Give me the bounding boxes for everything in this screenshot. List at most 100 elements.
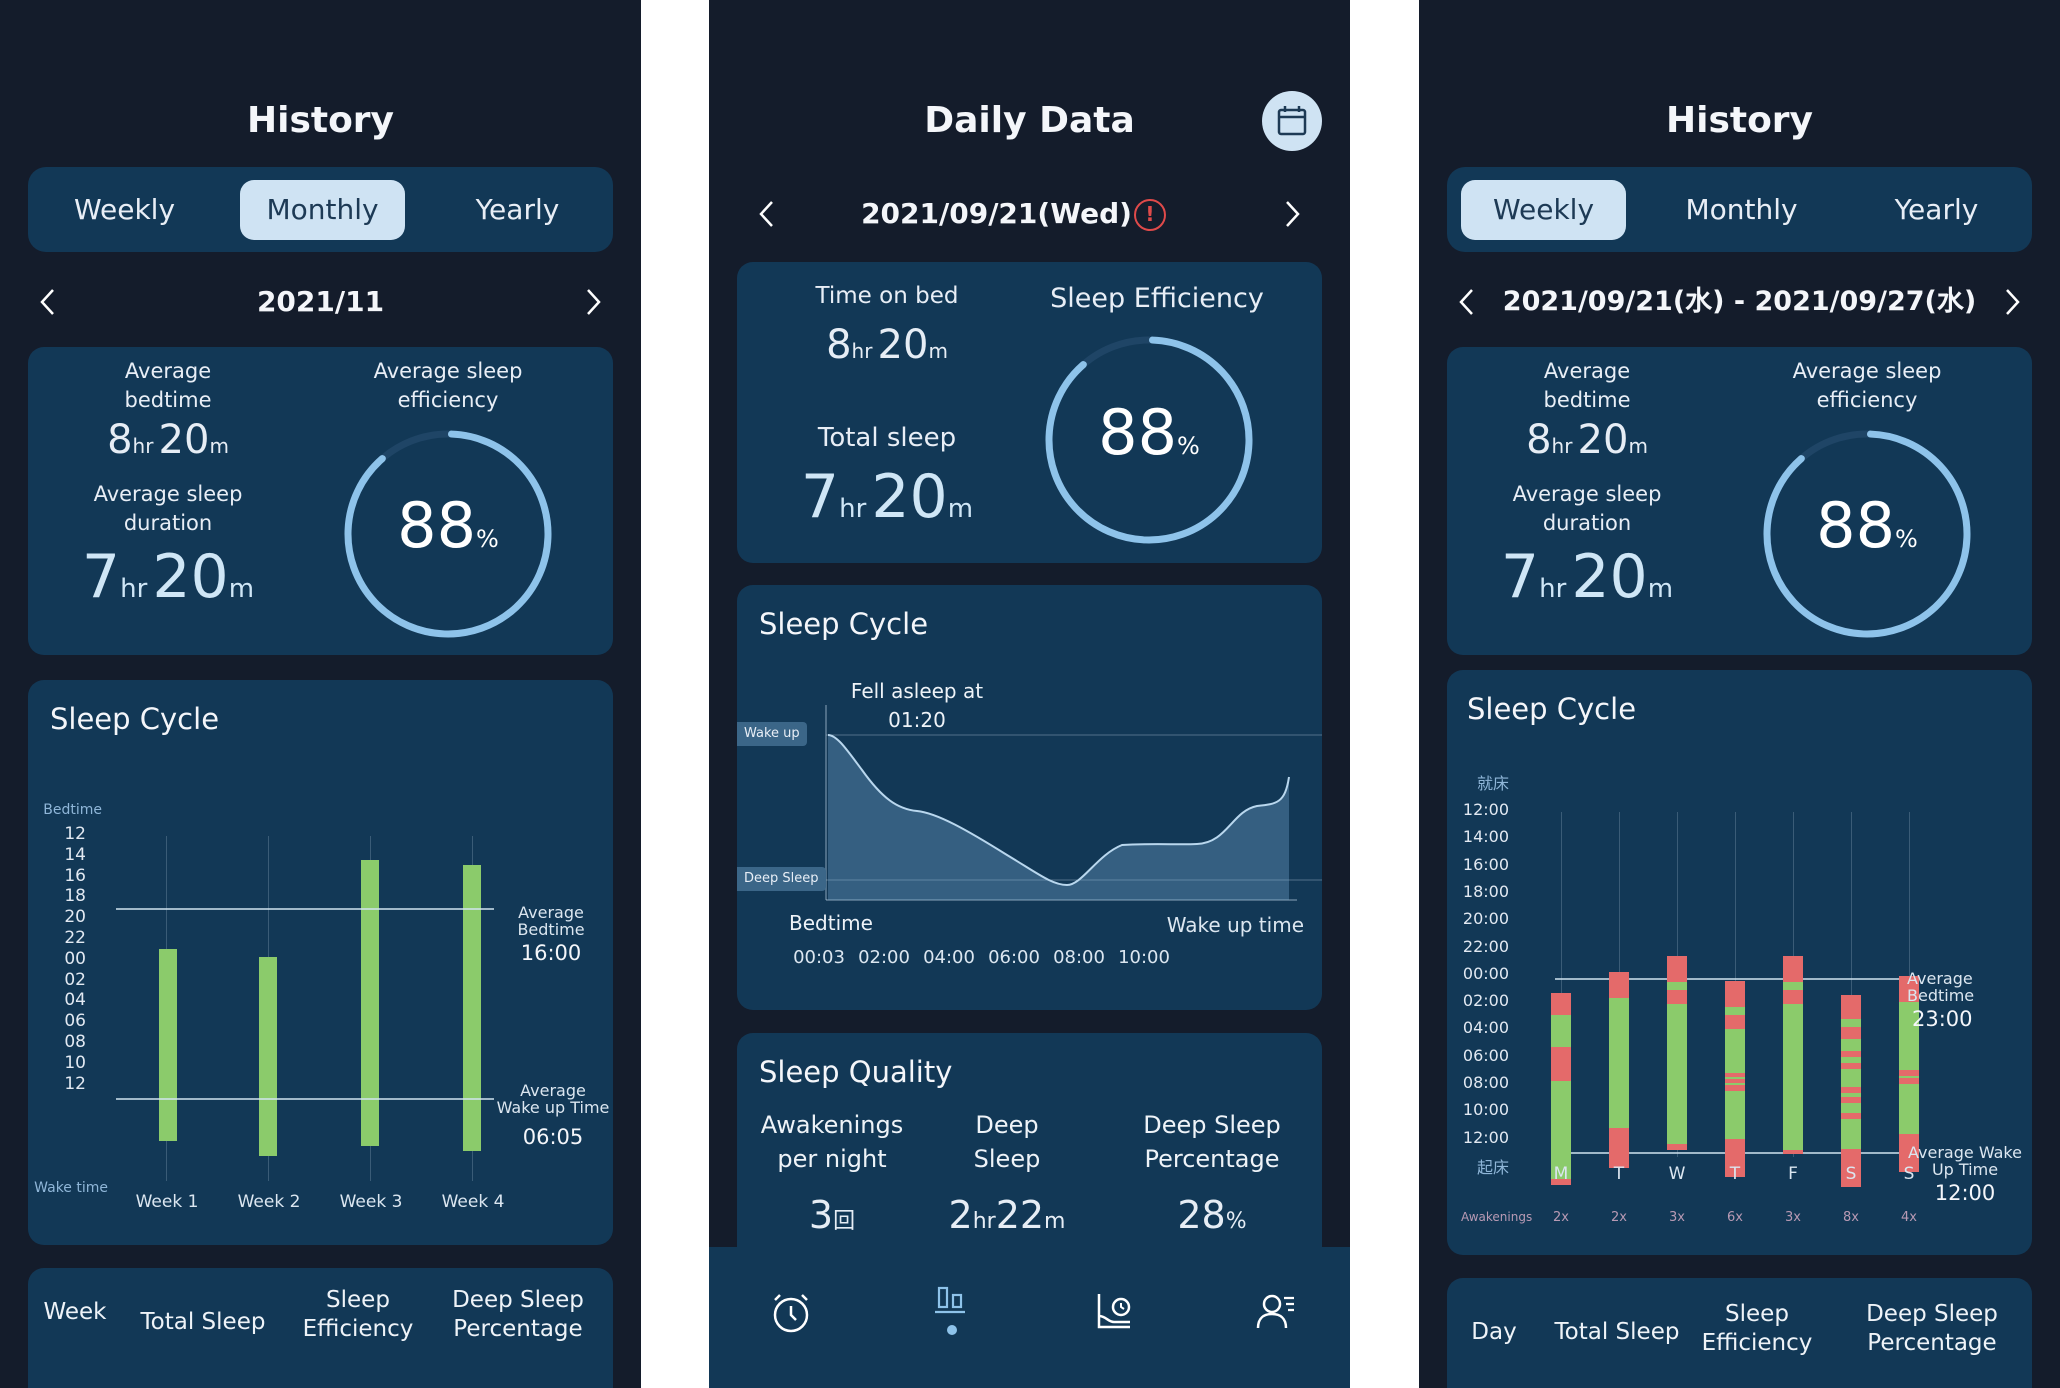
tab-weekly[interactable]: Weekly — [1461, 180, 1626, 240]
stacked-bar-s[interactable] — [1841, 995, 1861, 1187]
current-date: 2021/09/21(Wed)! — [709, 190, 1334, 238]
avg-bedtime-value: 8hr 20m — [1526, 417, 1648, 463]
stacked-bar-m[interactable] — [1551, 993, 1571, 1185]
awake-segment — [1841, 1149, 1861, 1187]
awake-segment — [1609, 972, 1629, 998]
x-label-day: S — [1903, 1164, 1915, 1184]
daily-table-header: Day Total Sleep Sleep Efficiency Deep Sl… — [1447, 1278, 2032, 1388]
tab-yearly[interactable]: Yearly — [475, 193, 560, 226]
col-sleep-efficiency: Sleep Efficiency — [302, 1287, 414, 1342]
tab-monthly[interactable]: Monthly — [1685, 193, 1798, 226]
awake-segment — [1725, 1085, 1745, 1091]
avg-bedtime-label: Average bedtime — [1543, 359, 1631, 412]
y-tick: 12:00 — [1462, 1127, 1509, 1147]
y-top-caption: Bedtime — [43, 802, 102, 818]
awake-segment — [1725, 981, 1745, 1007]
prev-period-button[interactable] — [28, 278, 68, 326]
avg-duration-label: Average sleep duration — [1512, 482, 1662, 535]
awakening-count: 6x — [1727, 1210, 1743, 1225]
current-period: 2021/09/21(水) - 2021/09/27(水) — [1502, 286, 1977, 317]
x-label: Week 3 — [339, 1192, 403, 1212]
awake-segment — [1899, 1134, 1919, 1172]
sleep-history-icon — [1097, 1294, 1131, 1329]
awakening-count: 2x — [1553, 1210, 1569, 1225]
x-label-day: W — [1668, 1164, 1686, 1184]
awake-segment — [1841, 1097, 1861, 1103]
profile-list-icon — [1256, 1294, 1294, 1329]
y-tick: 10 — [64, 1052, 86, 1073]
weekly-table-header: Week Total Sleep Sleep Efficiency Deep S… — [28, 1268, 613, 1388]
x-label-day: T — [1729, 1164, 1741, 1184]
avg-wake-annotation: Average Wake up Time 06:05 — [496, 1081, 610, 1149]
nav-history[interactable] — [1084, 1282, 1144, 1342]
sleep-efficiency-label: Sleep Efficiency — [1050, 283, 1264, 314]
next-day-button[interactable] — [1272, 190, 1312, 238]
x-label: Week 4 — [441, 1192, 505, 1212]
efficiency-ring — [344, 430, 552, 638]
tab-monthly[interactable]: Monthly — [240, 180, 405, 240]
nav-profile[interactable] — [1246, 1282, 1306, 1342]
x-label-day: T — [1613, 1164, 1625, 1184]
stacked-bar-w[interactable] — [1667, 956, 1687, 1150]
x-label: Week 2 — [237, 1192, 301, 1212]
stacked-bar-s[interactable] — [1899, 976, 1919, 1172]
sleep-segment — [1725, 1077, 1745, 1079]
bar-week-3[interactable] — [361, 860, 379, 1146]
awake-segment — [1841, 1113, 1861, 1119]
tab-yearly[interactable]: Yearly — [1894, 193, 1979, 226]
bedtime-axis-label: Bedtime — [789, 911, 873, 935]
bar-week-1[interactable] — [159, 949, 177, 1141]
alert-icon[interactable]: ! — [1133, 199, 1166, 231]
awakenings-row-label: Awakenings — [1461, 1210, 1533, 1224]
prev-period-button[interactable] — [1447, 278, 1487, 326]
bar-week-2[interactable] — [259, 957, 277, 1156]
col-total-sleep: Total Sleep — [1554, 1319, 1680, 1345]
sleep-segment — [1841, 1069, 1861, 1087]
avg-bedtime-line — [1555, 978, 1907, 980]
awake-segment — [1841, 1027, 1861, 1039]
y-tick: 16 — [64, 865, 86, 886]
daily-data-screen: Daily Data 2021/09/21(Wed)! Time on bed … — [709, 0, 1350, 1388]
col-deep-sleep-pct: Deep Sleep Percentage — [452, 1287, 584, 1342]
deep-sleep-pct-label: Deep Sleep Percentage — [1143, 1111, 1281, 1173]
sleep-segment — [1609, 998, 1629, 1128]
calendar-button[interactable] — [1262, 91, 1322, 151]
y-bottom-caption: 起床 — [1476, 1158, 1509, 1177]
sleep-cycle-card: Sleep Cycle Bedtime 12 14 16 18 20 22 00 02 04 06… — [28, 680, 613, 1245]
stacked-bar-t[interactable] — [1725, 981, 1745, 1177]
stacked-bar-t[interactable] — [1609, 972, 1629, 1168]
sleep-segment — [1667, 982, 1687, 990]
x-tick: 06:00 — [988, 947, 1040, 968]
tab-weekly[interactable]: Weekly — [73, 193, 176, 226]
avg-duration-value: 7hr 20m — [81, 542, 255, 612]
prev-day-button[interactable] — [747, 190, 787, 238]
avg-bedtime-label: Average bedtime — [124, 359, 212, 412]
nav-alarm[interactable] — [761, 1282, 821, 1342]
avg-duration-label: Average sleep duration — [93, 482, 243, 535]
history-weekly-screen: History Weekly Monthly Yearly 2021/09/21… — [1419, 0, 2060, 1388]
awake-segment — [1899, 1070, 1919, 1076]
y-tick: 14 — [64, 844, 86, 865]
y-tick: 20 — [64, 907, 86, 928]
next-period-button[interactable] — [1992, 278, 2032, 326]
chevron-left-icon — [1459, 289, 1473, 315]
sleep-segment — [1899, 1084, 1919, 1134]
awakening-count: 8x — [1843, 1210, 1859, 1225]
bar-week-4[interactable] — [463, 865, 481, 1151]
y-tick: 12 — [64, 824, 86, 844]
stacked-bar-f[interactable] — [1783, 956, 1803, 1154]
deep-sleep-label: Deep Sleep — [973, 1111, 1041, 1173]
sleep-segment — [1725, 1007, 1745, 1015]
bottom-nav — [709, 1247, 1350, 1388]
date-navigator: 2021/09/21(水) - 2021/09/27(水) — [1419, 278, 2060, 326]
next-period-button[interactable] — [573, 278, 613, 326]
chevron-left-icon — [759, 201, 773, 227]
avg-efficiency-label: Average sleep efficiency — [1792, 359, 1942, 412]
time-on-bed-value: 8hr 20m — [826, 322, 948, 368]
nav-daily-data[interactable] — [922, 1282, 982, 1342]
period-tabs: Weekly Monthly Yearly — [1447, 167, 2032, 252]
awakening-count: 4x — [1901, 1210, 1917, 1225]
y-tick: 00 — [64, 948, 86, 969]
sleep-segment — [1551, 1015, 1571, 1047]
sleep-segment — [1899, 1002, 1919, 1070]
